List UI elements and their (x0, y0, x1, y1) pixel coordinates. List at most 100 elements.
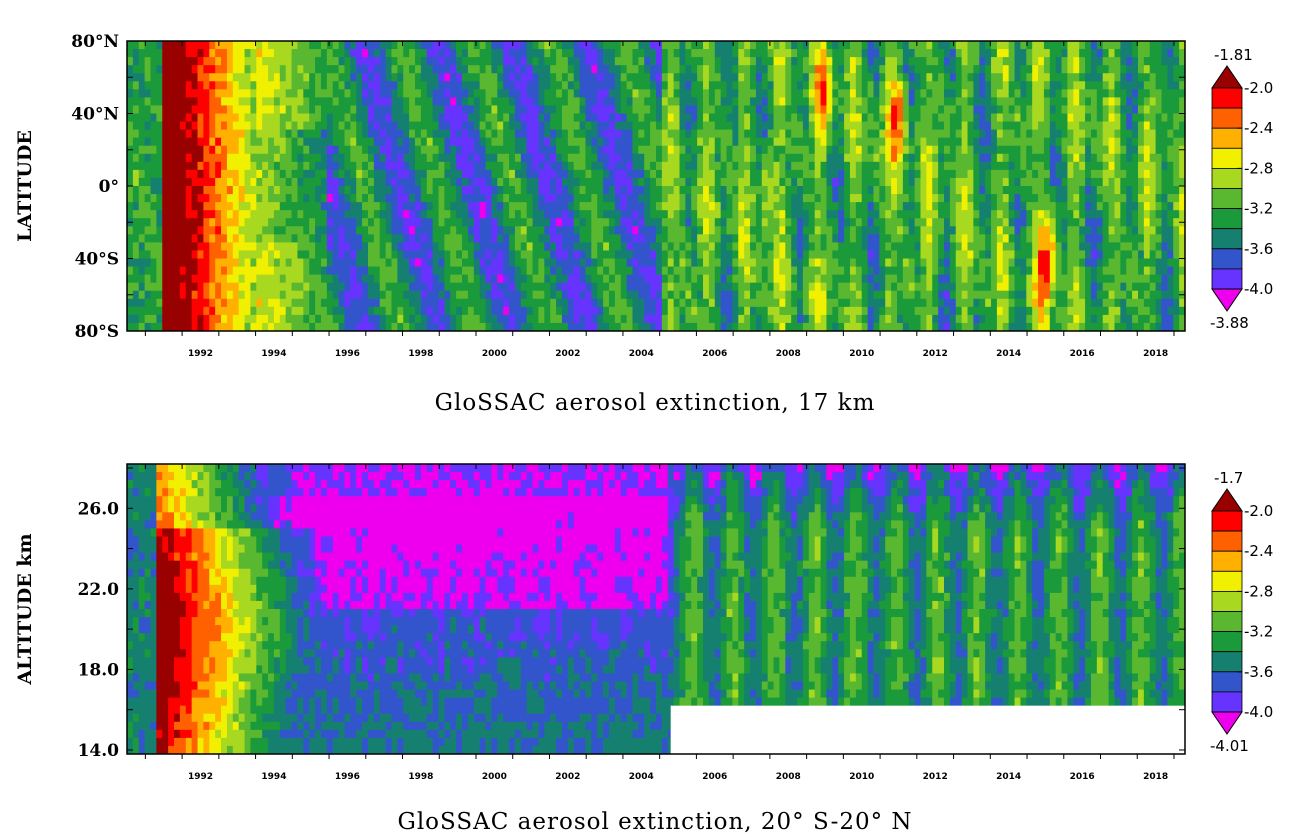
heatmap-cell (226, 177, 234, 187)
heatmap-cell (438, 210, 445, 219)
heatmap-cell (585, 65, 592, 74)
heatmap-cell (579, 121, 587, 131)
heatmap-cell (567, 169, 575, 179)
heatmap-cell (238, 89, 246, 98)
heatmap-cell (885, 250, 892, 260)
heatmap-cell (873, 274, 880, 284)
heatmap-cell (397, 81, 404, 90)
heatmap-cell (808, 49, 816, 58)
heatmap-cell (420, 73, 428, 82)
heatmap-cell (920, 169, 927, 179)
heatmap-cell (473, 266, 481, 276)
heatmap-cell (603, 234, 610, 243)
heatmap-cell (326, 306, 334, 316)
heatmap-cell (467, 322, 475, 331)
heatmap-cell (450, 121, 457, 131)
heatmap-cell (914, 194, 922, 203)
heatmap-cell (156, 161, 163, 171)
heatmap-cell (150, 290, 157, 300)
heatmap-cell (350, 41, 357, 50)
heatmap-cell (268, 113, 275, 123)
heatmap-cell (791, 177, 798, 187)
heatmap-cell (597, 274, 604, 284)
heatmap-cell (603, 177, 610, 187)
heatmap-cell (385, 177, 393, 187)
heatmap-cell (132, 177, 140, 187)
heatmap-cell (197, 314, 205, 324)
heatmap-cell (279, 161, 287, 171)
heatmap-cell (620, 282, 628, 292)
heatmap-cell (785, 41, 792, 50)
heatmap-cell (520, 274, 528, 284)
heatmap-cell (297, 81, 304, 90)
heatmap-cell (832, 169, 839, 179)
heatmap-cell (538, 105, 545, 115)
heatmap-cell (244, 274, 252, 284)
heatmap-cell (197, 73, 205, 82)
heatmap-cell (367, 57, 375, 66)
heatmap-cell (620, 194, 628, 203)
heatmap-cell (667, 306, 675, 316)
heatmap-cell (908, 49, 916, 58)
heatmap-cell (303, 81, 310, 90)
heatmap-cell (908, 218, 916, 227)
heatmap-cell (273, 81, 281, 90)
heatmap-cell (238, 250, 246, 260)
heatmap-cell (855, 81, 863, 90)
heatmap-cell (632, 89, 639, 98)
heatmap-cell (491, 89, 498, 98)
heatmap-cell (497, 186, 504, 195)
heatmap-cell (938, 105, 945, 115)
heatmap-cell (738, 89, 745, 98)
heatmap-cell (720, 194, 728, 203)
heatmap-cell (174, 250, 181, 260)
heatmap-cell (456, 65, 463, 74)
heatmap-cell (902, 129, 910, 139)
heatmap-cell (144, 258, 152, 268)
heatmap-cell (661, 177, 669, 187)
heatmap-cell (908, 186, 916, 195)
heatmap-cell (697, 161, 704, 171)
heatmap-cell (791, 169, 798, 179)
heatmap-cell (802, 57, 810, 66)
heatmap-cell (397, 113, 404, 123)
heatmap-cell (209, 266, 216, 276)
heatmap-cell (209, 81, 216, 90)
heatmap-cell (679, 218, 686, 227)
heatmap-cell (902, 226, 910, 235)
heatmap-cell (450, 250, 457, 260)
heatmap-cell (438, 153, 445, 163)
heatmap-cell (303, 274, 310, 284)
heatmap-cell (209, 177, 216, 187)
heatmap-cell (514, 153, 522, 163)
heatmap-cell (262, 105, 269, 115)
heatmap-cell (802, 121, 810, 131)
heatmap-cell (932, 290, 939, 300)
heatmap-cell (132, 274, 140, 284)
heatmap-cell (679, 153, 686, 163)
heatmap-cell (585, 258, 592, 268)
heatmap-cell (338, 145, 346, 155)
heatmap-cell (132, 137, 140, 147)
heatmap-cell (320, 322, 328, 331)
heatmap-cell (144, 282, 152, 292)
heatmap-cell (156, 137, 163, 147)
heatmap-cell (221, 65, 228, 74)
heatmap-cell (638, 218, 645, 227)
heatmap-cell (603, 210, 610, 219)
heatmap-cell (714, 210, 722, 219)
heatmap-cell (914, 306, 922, 316)
heatmap-cell (350, 274, 357, 284)
heatmap-cell (438, 306, 445, 316)
heatmap-cell (667, 113, 675, 123)
heatmap-cell (420, 218, 428, 227)
heatmap-cell (509, 81, 516, 90)
heatmap-cell (191, 153, 199, 163)
heatmap-cell (755, 89, 763, 98)
heatmap-cell (673, 322, 681, 331)
heatmap-cell (861, 81, 869, 90)
heatmap-cell (579, 89, 587, 98)
heatmap-cell (191, 65, 199, 74)
heatmap-cell (914, 57, 922, 66)
heatmap-cell (191, 266, 199, 276)
